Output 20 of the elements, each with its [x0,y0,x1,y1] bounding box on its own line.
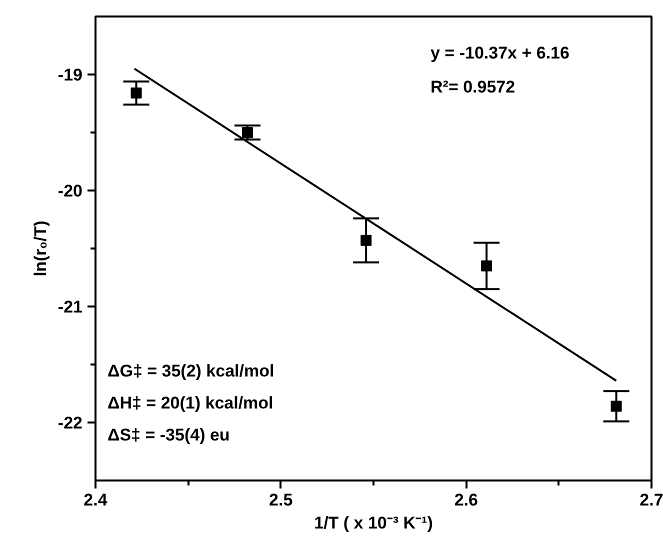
annotation: ΔG‡ = 35(2) kcal/mol [108,362,274,380]
x-tick-label: 2.7 [640,490,663,510]
annotation: R²= 0.9572 [430,78,516,96]
x-tick-label: 2.5 [269,490,293,510]
x-tick-label: 2.6 [454,490,478,510]
y-axis-title: ln(r₀/T) [30,220,50,276]
annotation: ΔH‡ = 20(1) kcal/mol [108,394,274,412]
point [610,400,622,412]
y-tick-label: -19 [58,66,83,84]
annotation: y = -10.37x + 6.16 [430,44,570,62]
annotation: ΔS‡ = -35(4) eu [108,426,230,444]
x-tick-label: 2.4 [84,490,108,510]
point [360,234,372,246]
y-tick-label: -21 [58,298,83,316]
x-axis-title: 1/T ( x 10⁻³ K⁻¹) [314,514,433,532]
point [130,88,142,99]
y-tick-label: -20 [58,182,83,200]
y-tick-label: -22 [58,414,83,432]
point [481,260,492,272]
point [242,127,253,138]
